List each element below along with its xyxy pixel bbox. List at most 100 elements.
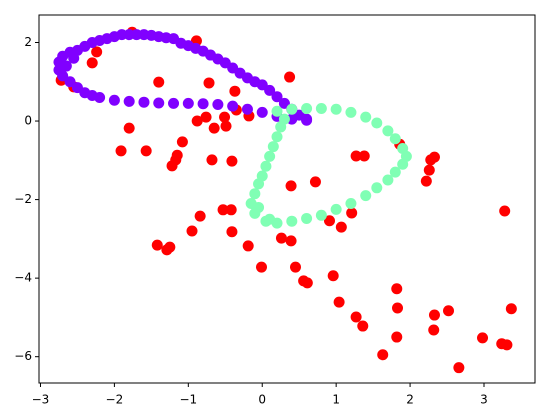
point bbox=[242, 240, 254, 252]
point bbox=[423, 164, 435, 176]
point bbox=[286, 215, 298, 227]
point bbox=[428, 151, 440, 163]
point bbox=[389, 166, 401, 178]
point bbox=[350, 311, 362, 323]
point bbox=[164, 241, 176, 253]
y-tick-label: 2 bbox=[24, 35, 32, 49]
point bbox=[153, 97, 165, 109]
point bbox=[360, 190, 372, 202]
point bbox=[371, 117, 383, 129]
x-tick-label: 3 bbox=[480, 393, 488, 407]
point bbox=[115, 145, 127, 157]
point bbox=[286, 103, 298, 115]
point bbox=[200, 111, 212, 123]
point bbox=[194, 210, 206, 222]
point bbox=[377, 349, 389, 361]
x-tick-label: −1 bbox=[179, 393, 197, 407]
point bbox=[397, 158, 409, 170]
point bbox=[151, 239, 163, 251]
point bbox=[229, 85, 241, 97]
point bbox=[290, 261, 302, 273]
point bbox=[206, 154, 218, 166]
point bbox=[420, 175, 432, 187]
point bbox=[94, 91, 106, 103]
y-tick-label: −6 bbox=[14, 349, 32, 363]
point bbox=[256, 106, 268, 118]
point bbox=[301, 212, 313, 224]
point bbox=[186, 225, 198, 237]
point bbox=[358, 150, 370, 162]
point bbox=[168, 97, 180, 109]
point bbox=[264, 150, 276, 162]
point bbox=[220, 120, 232, 132]
y-tick-label: 0 bbox=[24, 114, 32, 128]
point bbox=[166, 160, 178, 172]
point bbox=[443, 305, 455, 317]
point bbox=[301, 277, 313, 289]
point bbox=[91, 46, 103, 58]
point bbox=[271, 91, 283, 103]
point bbox=[260, 160, 272, 172]
point bbox=[68, 52, 80, 64]
point bbox=[267, 141, 279, 153]
point bbox=[264, 213, 276, 225]
point bbox=[255, 261, 267, 273]
point bbox=[227, 100, 239, 112]
point bbox=[225, 204, 237, 216]
y-tick-label: −4 bbox=[14, 271, 32, 285]
point bbox=[138, 96, 150, 108]
point bbox=[275, 232, 287, 244]
point bbox=[357, 320, 369, 332]
point bbox=[391, 283, 403, 295]
point bbox=[123, 122, 135, 134]
point bbox=[333, 296, 345, 308]
point bbox=[203, 77, 215, 89]
point bbox=[284, 71, 296, 83]
point bbox=[428, 324, 440, 336]
point bbox=[327, 270, 339, 282]
point bbox=[60, 60, 72, 72]
point bbox=[345, 198, 357, 210]
x-tick-label: 0 bbox=[258, 393, 266, 407]
point bbox=[182, 97, 194, 109]
point bbox=[64, 76, 76, 88]
point bbox=[108, 94, 120, 106]
x-tick-label: 1 bbox=[332, 393, 340, 407]
point bbox=[123, 95, 135, 107]
point bbox=[253, 201, 265, 213]
point bbox=[212, 99, 224, 111]
point bbox=[350, 150, 362, 162]
point bbox=[226, 155, 238, 167]
point bbox=[389, 133, 401, 145]
point bbox=[153, 76, 165, 88]
point bbox=[315, 102, 327, 114]
point bbox=[330, 203, 342, 215]
point bbox=[392, 302, 404, 314]
point bbox=[271, 131, 283, 143]
point bbox=[477, 332, 489, 344]
point bbox=[191, 115, 203, 127]
point bbox=[219, 111, 231, 123]
point bbox=[208, 122, 220, 134]
point bbox=[315, 209, 327, 221]
point bbox=[197, 98, 209, 110]
x-tick-label: −3 bbox=[32, 393, 50, 407]
point bbox=[217, 204, 229, 216]
point bbox=[330, 103, 342, 115]
point bbox=[301, 114, 313, 126]
point bbox=[285, 235, 297, 247]
point bbox=[271, 105, 283, 117]
point bbox=[391, 331, 403, 343]
point bbox=[256, 170, 268, 182]
point bbox=[301, 102, 313, 114]
point bbox=[241, 103, 253, 115]
point bbox=[309, 176, 321, 188]
point bbox=[346, 207, 358, 219]
point bbox=[499, 205, 511, 217]
point bbox=[335, 221, 347, 233]
y-tick-label: −2 bbox=[14, 192, 32, 206]
point bbox=[264, 84, 276, 96]
point bbox=[249, 188, 261, 200]
point bbox=[226, 226, 238, 238]
